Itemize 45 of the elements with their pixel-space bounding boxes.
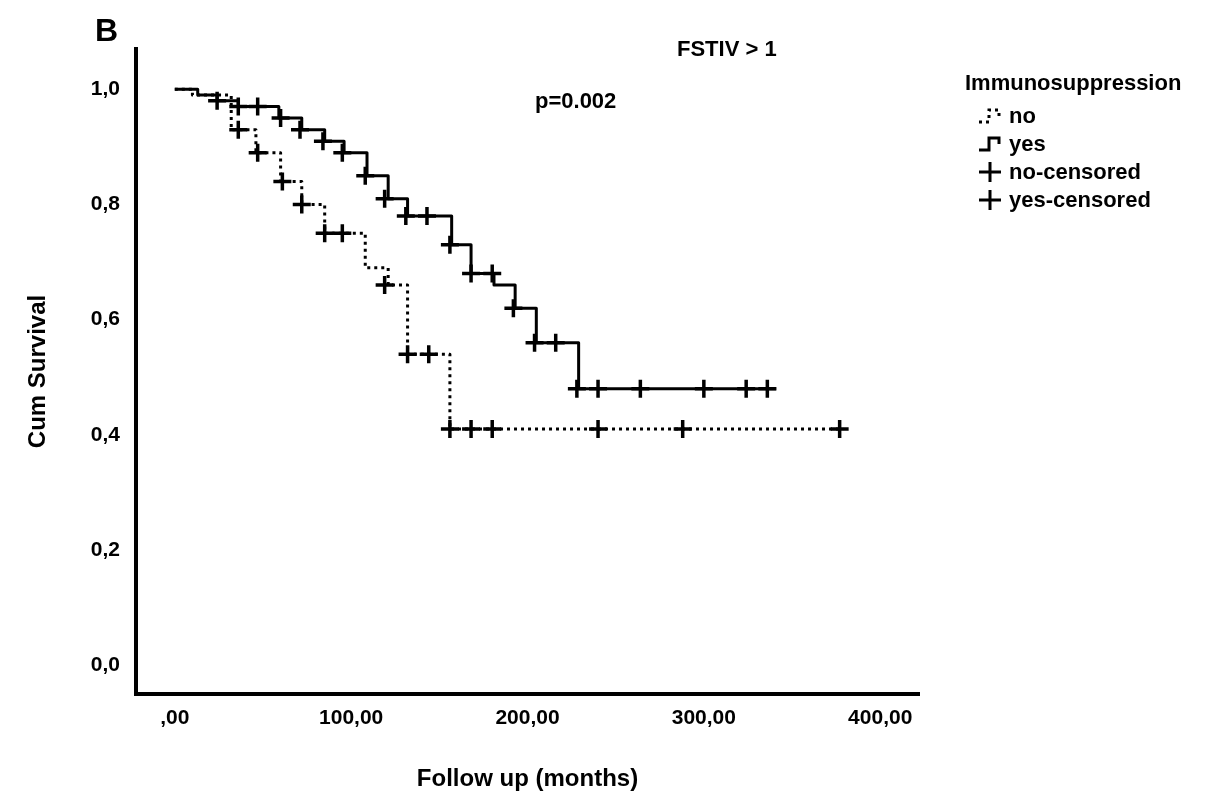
point: [395, 205, 417, 227]
legend-label: yes: [1009, 131, 1046, 157]
y-tick-label: 0,0: [90, 652, 120, 675]
point: [417, 343, 440, 365]
point: [502, 297, 525, 319]
x-tick-label: 300,00: [671, 705, 736, 729]
point: [587, 378, 609, 400]
point: [693, 378, 715, 400]
legend-label: no: [1009, 103, 1036, 129]
point: [416, 205, 438, 227]
point: [439, 234, 461, 256]
y-tick-label: 0,4: [90, 421, 121, 445]
text: B: [95, 12, 119, 49]
legend-title: Immunosuppression: [965, 70, 1182, 96]
x-tick-label: 100,00: [319, 705, 384, 729]
y-axis-title: Cum Survival: [23, 294, 51, 449]
point: [396, 343, 419, 365]
point: [206, 90, 228, 112]
y-tick-label: 0,2: [90, 536, 120, 560]
legend-label: no-censored: [1009, 159, 1142, 185]
point: [566, 378, 588, 400]
y-tick-label: 0,8: [90, 191, 121, 215]
point: [629, 378, 652, 400]
legend-label: yes-censored: [1009, 187, 1151, 213]
point: [671, 418, 694, 440]
point: [460, 418, 482, 440]
point: [269, 107, 292, 129]
annotation: p=0.002: [535, 88, 617, 114]
point: [439, 418, 461, 440]
x-axis-title: Follow up (months): [416, 764, 639, 792]
point: [481, 418, 503, 440]
point: [312, 130, 334, 152]
point: [291, 193, 313, 216]
point: [828, 418, 851, 440]
y-tick-label: 0,6: [90, 306, 120, 330]
x-tick-label: 200,00: [495, 705, 560, 729]
chart-title: FSTIV > 1: [677, 36, 777, 62]
x-tick-label: 400,00: [848, 705, 913, 729]
y-tick-label: 1,0: [90, 76, 120, 100]
point: [271, 170, 294, 193]
x-tick-label: ,00: [160, 705, 190, 729]
point: [373, 274, 396, 296]
point: [756, 378, 779, 400]
point: [587, 418, 609, 440]
point: [735, 378, 757, 400]
